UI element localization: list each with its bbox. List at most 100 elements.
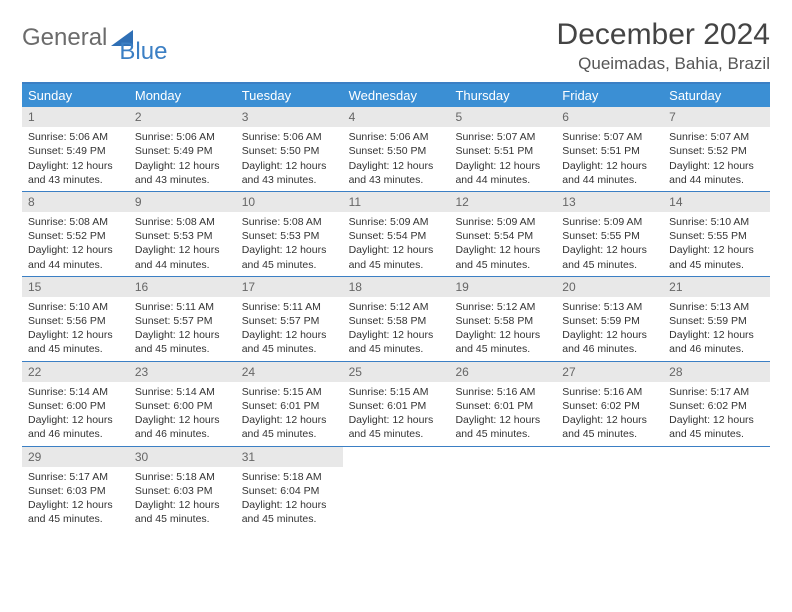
sunrise-line: Sunrise: 5:10 AM xyxy=(669,215,764,229)
sunset-line: Sunset: 5:56 PM xyxy=(28,314,123,328)
day-details: Sunrise: 5:17 AMSunset: 6:02 PMDaylight:… xyxy=(663,385,770,442)
day-details: Sunrise: 5:11 AMSunset: 5:57 PMDaylight:… xyxy=(129,300,236,357)
calendar-cell: 12 Sunrise: 5:09 AMSunset: 5:54 PMDayligh… xyxy=(449,192,556,276)
day-header: Saturday xyxy=(663,84,770,107)
sunset-line: Sunset: 6:00 PM xyxy=(135,399,230,413)
day-details: Sunrise: 5:09 AMSunset: 5:55 PMDaylight:… xyxy=(556,215,663,272)
sunrise-line: Sunrise: 5:07 AM xyxy=(455,130,550,144)
calendar-cell: . xyxy=(449,447,556,531)
day-details: Sunrise: 5:15 AMSunset: 6:01 PMDaylight:… xyxy=(343,385,450,442)
sunset-line: Sunset: 5:59 PM xyxy=(669,314,764,328)
day-details: Sunrise: 5:07 AMSunset: 5:52 PMDaylight:… xyxy=(663,130,770,187)
calendar-cell: 15Sunrise: 5:10 AMSunset: 5:56 PMDayligh… xyxy=(22,277,129,361)
calendar-cell: 27Sunrise: 5:16 AMSunset: 6:02 PMDayligh… xyxy=(556,362,663,446)
daylight-line: Daylight: 12 hours and 46 minutes. xyxy=(562,328,657,356)
day-details: Sunrise: 5:14 AMSunset: 6:00 PMDaylight:… xyxy=(129,385,236,442)
calendar-week: 8Sunrise: 5:08 AMSunset: 5:52 PMDaylight… xyxy=(22,192,770,277)
sunrise-line: Sunrise: 5:09 AM xyxy=(349,215,444,229)
day-details: Sunrise: 5:18 AMSunset: 6:03 PMDaylight:… xyxy=(129,470,236,527)
sunrise-line: Sunrise: 5:18 AM xyxy=(135,470,230,484)
day-details: Sunrise: 5:17 AMSunset: 6:03 PMDaylight:… xyxy=(22,470,129,527)
sunrise-line: Sunrise: 5:18 AM xyxy=(242,470,337,484)
daylight-line: Daylight: 12 hours and 45 minutes. xyxy=(669,413,764,441)
day-number: 12 xyxy=(449,192,556,212)
sunrise-line: Sunrise: 5:06 AM xyxy=(28,130,123,144)
calendar-cell: 4 Sunrise: 5:06 AMSunset: 5:50 PMDaylight… xyxy=(343,107,450,191)
calendar-week: 29Sunrise: 5:17 AMSunset: 6:03 PMDayligh… xyxy=(22,447,770,531)
sunrise-line: Sunrise: 5:08 AM xyxy=(28,215,123,229)
day-header: Wednesday xyxy=(343,84,450,107)
day-details: Sunrise: 5:06 AMSunset: 5:49 PMDaylight:… xyxy=(129,130,236,187)
day-details: Sunrise: 5:13 AMSunset: 5:59 PMDaylight:… xyxy=(663,300,770,357)
logo-text-general: General xyxy=(22,24,107,52)
sunset-line: Sunset: 5:51 PM xyxy=(562,144,657,158)
day-header: Tuesday xyxy=(236,84,343,107)
sunrise-line: Sunrise: 5:17 AM xyxy=(28,470,123,484)
daylight-line: Daylight: 12 hours and 46 minutes. xyxy=(669,328,764,356)
calendar-cell: 9Sunrise: 5:08 AMSunset: 5:53 PMDaylight… xyxy=(129,192,236,276)
sunset-line: Sunset: 5:50 PM xyxy=(349,144,444,158)
daylight-line: Daylight: 12 hours and 45 minutes. xyxy=(349,328,444,356)
daylight-line: Daylight: 12 hours and 44 minutes. xyxy=(669,159,764,187)
day-details: Sunrise: 5:14 AMSunset: 6:00 PMDaylight:… xyxy=(22,385,129,442)
calendar-cell: 11Sunrise: 5:09 AMSunset: 5:54 PMDayligh… xyxy=(343,192,450,276)
daylight-line: Daylight: 12 hours and 45 minutes. xyxy=(562,413,657,441)
day-number: 25 xyxy=(343,362,450,382)
day-number: 14 xyxy=(663,192,770,212)
daylight-line: Daylight: 12 hours and 45 minutes. xyxy=(455,328,550,356)
sunset-line: Sunset: 6:03 PM xyxy=(135,484,230,498)
sunrise-line: Sunrise: 5:14 AM xyxy=(135,385,230,399)
calendar-cell: 29Sunrise: 5:17 AMSunset: 6:03 PMDayligh… xyxy=(22,447,129,531)
day-number: 6 xyxy=(556,107,663,127)
calendar-cell: 10Sunrise: 5:08 AMSunset: 5:53 PMDayligh… xyxy=(236,192,343,276)
daylight-line: Daylight: 12 hours and 43 minutes. xyxy=(135,159,230,187)
sunrise-line: Sunrise: 5:11 AM xyxy=(242,300,337,314)
calendar-week: 1Sunrise: 5:06 AMSunset: 5:49 PMDaylight… xyxy=(22,107,770,192)
sunrise-line: Sunrise: 5:15 AM xyxy=(349,385,444,399)
sunrise-line: Sunrise: 5:09 AM xyxy=(562,215,657,229)
day-details: Sunrise: 5:09 AMSunset: 5:54 PMDaylight:… xyxy=(449,215,556,272)
calendar-cell: . xyxy=(343,447,450,531)
title-block: December 2024 Queimadas, Bahia, Brazil xyxy=(557,18,770,74)
daylight-line: Daylight: 12 hours and 45 minutes. xyxy=(242,243,337,271)
daylight-line: Daylight: 12 hours and 45 minutes. xyxy=(135,498,230,526)
calendar-cell: 23Sunrise: 5:14 AMSunset: 6:00 PMDayligh… xyxy=(129,362,236,446)
sunrise-line: Sunrise: 5:13 AM xyxy=(669,300,764,314)
sunrise-line: Sunrise: 5:13 AM xyxy=(562,300,657,314)
sunrise-line: Sunrise: 5:06 AM xyxy=(135,130,230,144)
day-header: Friday xyxy=(556,84,663,107)
sunrise-line: Sunrise: 5:16 AM xyxy=(455,385,550,399)
calendar-cell: 19Sunrise: 5:12 AMSunset: 5:58 PMDayligh… xyxy=(449,277,556,361)
day-number: 24 xyxy=(236,362,343,382)
day-number: 4 xyxy=(343,107,450,127)
calendar-cell: 14Sunrise: 5:10 AMSunset: 5:55 PMDayligh… xyxy=(663,192,770,276)
sunset-line: Sunset: 5:54 PM xyxy=(349,229,444,243)
day-details: Sunrise: 5:06 AMSunset: 5:50 PMDaylight:… xyxy=(343,130,450,187)
sunrise-line: Sunrise: 5:08 AM xyxy=(135,215,230,229)
calendar-cell: 18Sunrise: 5:12 AMSunset: 5:58 PMDayligh… xyxy=(343,277,450,361)
calendar-cell: 16Sunrise: 5:11 AMSunset: 5:57 PMDayligh… xyxy=(129,277,236,361)
sunset-line: Sunset: 5:49 PM xyxy=(28,144,123,158)
day-number: 26 xyxy=(449,362,556,382)
day-details: Sunrise: 5:10 AMSunset: 5:56 PMDaylight:… xyxy=(22,300,129,357)
sunset-line: Sunset: 5:54 PM xyxy=(455,229,550,243)
day-details: Sunrise: 5:06 AMSunset: 5:50 PMDaylight:… xyxy=(236,130,343,187)
day-number: 20 xyxy=(556,277,663,297)
day-number: 9 xyxy=(129,192,236,212)
calendar-cell: 20Sunrise: 5:13 AMSunset: 5:59 PMDayligh… xyxy=(556,277,663,361)
sunset-line: Sunset: 5:52 PM xyxy=(28,229,123,243)
daylight-line: Daylight: 12 hours and 45 minutes. xyxy=(455,243,550,271)
day-number: 10 xyxy=(236,192,343,212)
logo-text-blue: Blue xyxy=(119,38,167,66)
daylight-line: Daylight: 12 hours and 46 minutes. xyxy=(135,413,230,441)
sunset-line: Sunset: 5:52 PM xyxy=(669,144,764,158)
day-number: 19 xyxy=(449,277,556,297)
day-number: 18 xyxy=(343,277,450,297)
day-details: Sunrise: 5:07 AMSunset: 5:51 PMDaylight:… xyxy=(556,130,663,187)
daylight-line: Daylight: 12 hours and 43 minutes. xyxy=(349,159,444,187)
sunrise-line: Sunrise: 5:16 AM xyxy=(562,385,657,399)
calendar-cell: 28Sunrise: 5:17 AMSunset: 6:02 PMDayligh… xyxy=(663,362,770,446)
daylight-line: Daylight: 12 hours and 45 minutes. xyxy=(349,243,444,271)
calendar-cell: 13Sunrise: 5:09 AMSunset: 5:55 PMDayligh… xyxy=(556,192,663,276)
calendar-cell: 5Sunrise: 5:07 AMSunset: 5:51 PMDaylight… xyxy=(449,107,556,191)
